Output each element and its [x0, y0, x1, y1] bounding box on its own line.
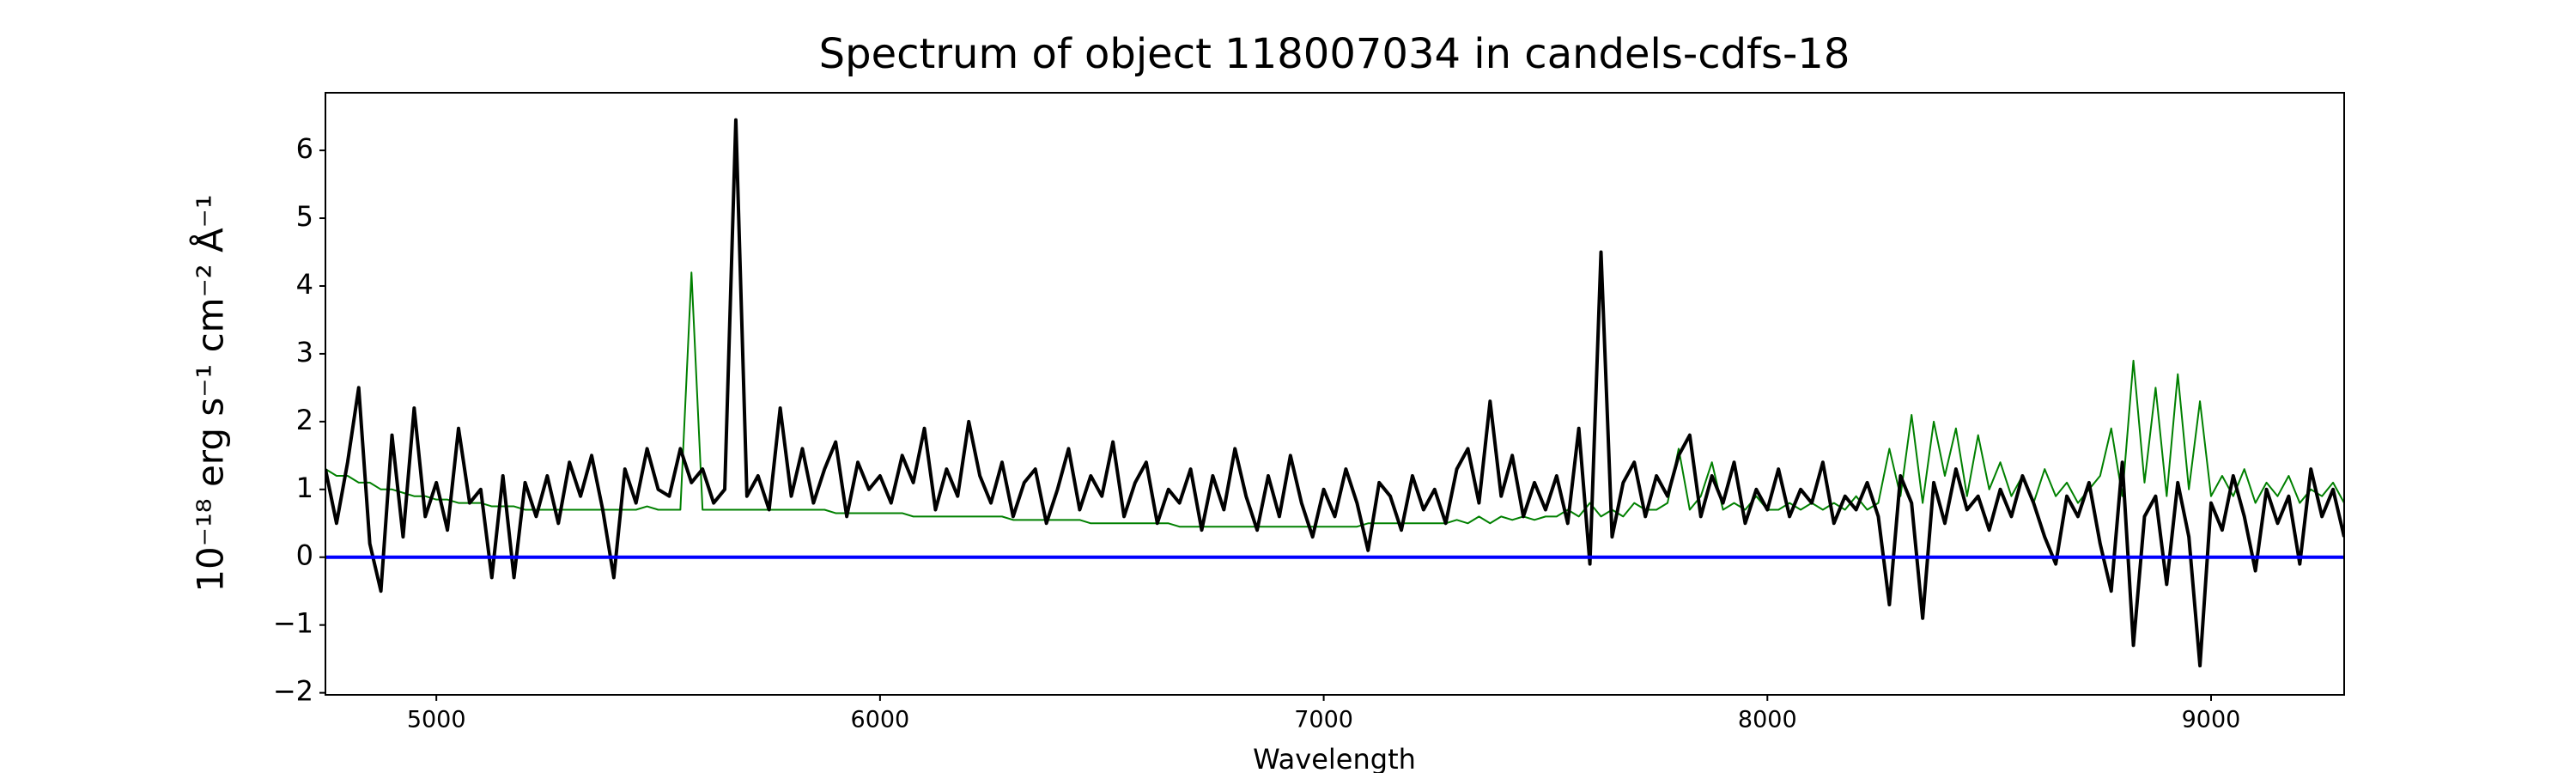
spectrum-line	[325, 271, 2344, 528]
y-tick-label: 0	[296, 539, 313, 572]
y-tick-label: −2	[273, 675, 313, 708]
y-tick-label: 3	[296, 336, 313, 368]
y-tick-label: 2	[296, 404, 313, 436]
y-axis-label: 10⁻¹⁸ erg s⁻¹ cm⁻² Å⁻¹	[189, 194, 232, 592]
plot-frame	[325, 92, 2345, 696]
x-tick-label: 8000	[1738, 707, 1797, 733]
chart-title: Spectrum of object 118007034 in candels-…	[819, 30, 1850, 78]
plot-area	[325, 118, 2344, 668]
spectrum-line	[325, 118, 2344, 668]
y-tick-label: 6	[296, 132, 313, 165]
y-tick-label: −1	[273, 607, 313, 640]
x-tick-label: 6000	[851, 707, 910, 733]
y-tick-label: 5	[296, 200, 313, 233]
x-tick-label: 9000	[2182, 707, 2241, 733]
y-tick-label: 4	[296, 268, 313, 301]
y-tick-label: 1	[296, 472, 313, 504]
x-tick-label: 5000	[407, 707, 466, 733]
x-axis-label: Wavelength	[1253, 743, 1416, 773]
x-tick-label: 7000	[1294, 707, 1353, 733]
